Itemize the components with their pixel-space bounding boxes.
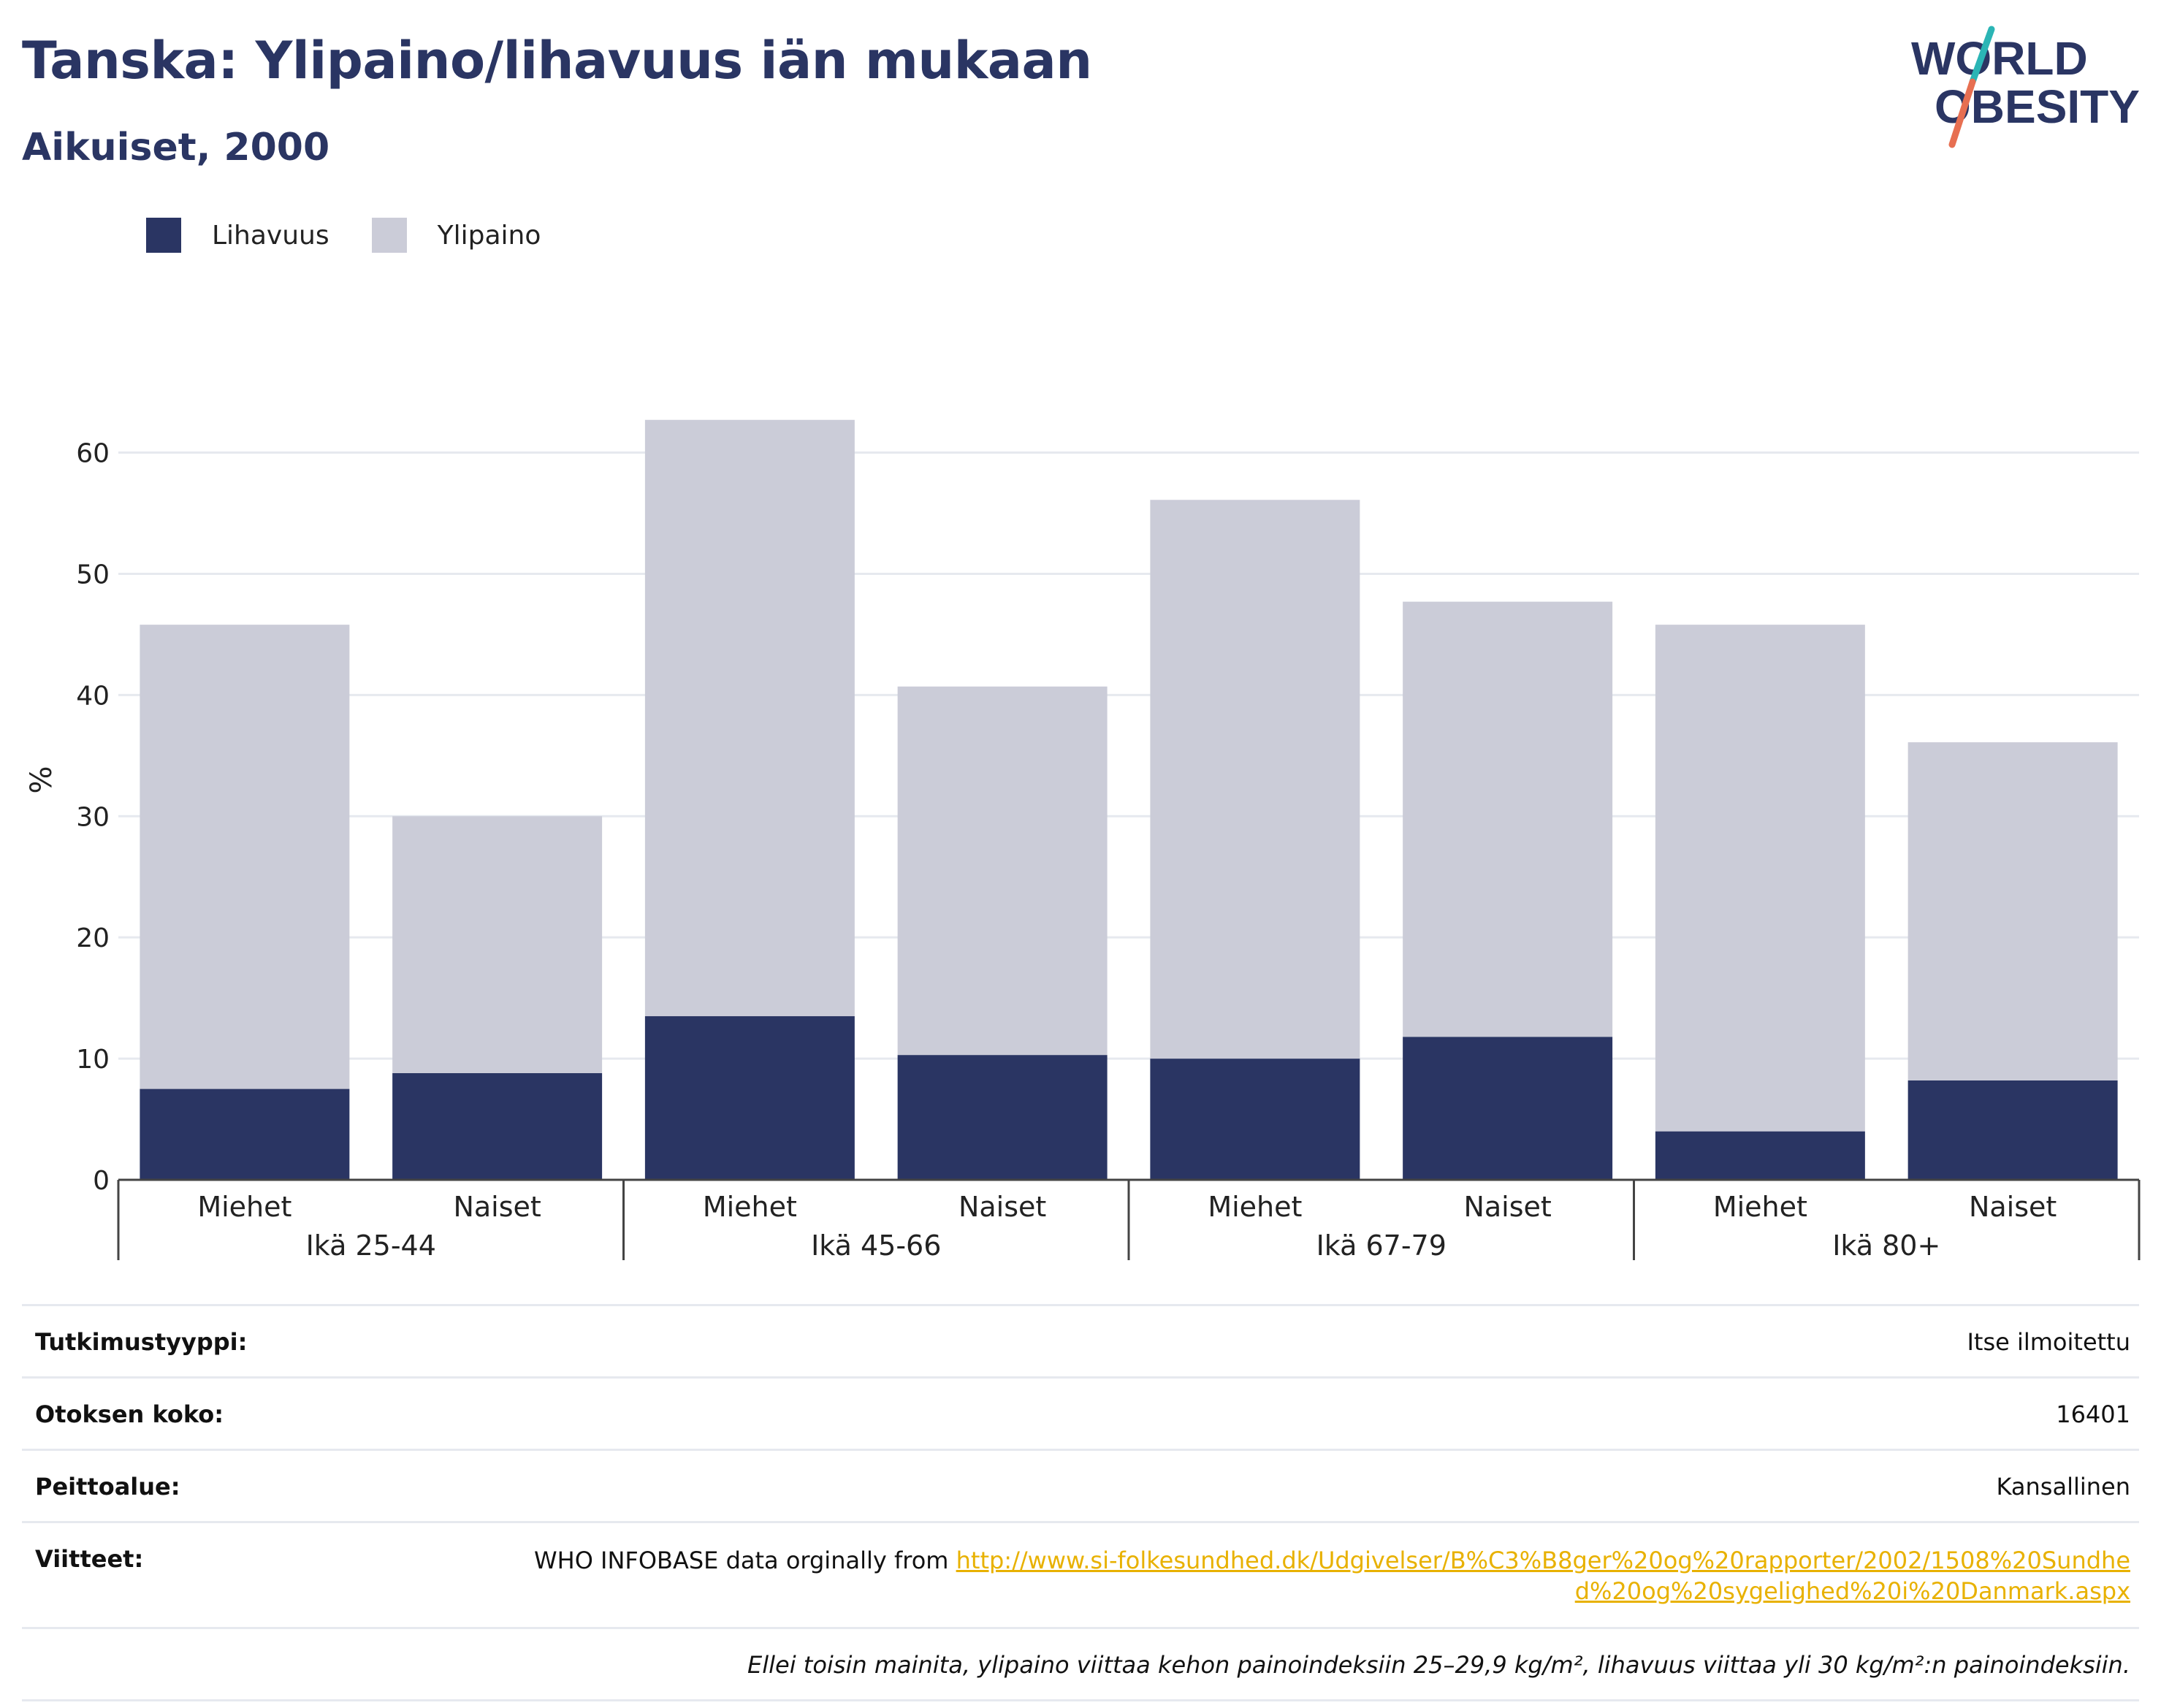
bar-obesity <box>1403 1037 1613 1180</box>
y-tick-label: 50 <box>76 560 110 590</box>
legend-label-overweight: Ylipaino <box>437 220 541 251</box>
chart-subtitle: Aikuiset, 2000 <box>22 126 330 169</box>
info-value-study-type: Itse ilmoitettu <box>1967 1328 2130 1356</box>
bar-obesity <box>392 1073 603 1180</box>
bar-obesity <box>1655 1131 1865 1180</box>
info-label-sample-size: Otoksen koko: <box>35 1400 224 1428</box>
info-label-coverage: Peittoalue: <box>35 1473 180 1501</box>
info-row-references: Viitteet: WHO INFOBASE data orginally fr… <box>22 1521 2139 1627</box>
legend-item-overweight[interactable]: Ylipaino <box>371 218 541 253</box>
bar-overweight <box>1150 500 1360 1059</box>
bar-obesity <box>140 1089 350 1180</box>
y-tick-label: 0 <box>93 1166 110 1196</box>
info-label-study-type: Tutkimustyyppi: <box>35 1328 248 1356</box>
x-tick-label: Naiset <box>453 1191 541 1223</box>
reference-link[interactable]: http://www.si-folkesundhed.dk/Udgivelser… <box>956 1547 2130 1605</box>
x-tick-label: Miehet <box>1713 1191 1807 1223</box>
chart-legend: Lihavuus Ylipaino <box>146 218 583 253</box>
x-group-label: Ikä 25-44 <box>306 1229 436 1262</box>
bar-overweight <box>140 625 350 1089</box>
legend-item-obesity[interactable]: Lihavuus <box>146 218 329 253</box>
bar-overweight <box>1907 742 2118 1080</box>
x-tick-label: Naiset <box>1463 1191 1551 1223</box>
y-tick-label: 40 <box>76 681 110 711</box>
info-row-sample-size: Otoksen koko: 16401 <box>22 1376 2139 1449</box>
bar-obesity <box>1150 1059 1360 1180</box>
study-info-table: Tutkimustyyppi: Itse ilmoitettu Otoksen … <box>22 1304 2139 1701</box>
y-tick-label: 20 <box>76 923 110 953</box>
chart-title: Tanska: Ylipaino/lihavuus iän mukaan <box>22 31 1092 91</box>
legend-label-obesity: Lihavuus <box>212 220 329 251</box>
x-tick-label: Miehet <box>1208 1191 1302 1223</box>
x-group-label: Ikä 67-79 <box>1316 1229 1447 1262</box>
x-group-label: Ikä 45-66 <box>811 1229 941 1262</box>
info-value-references: WHO INFOBASE data orginally from http://… <box>523 1545 2130 1606</box>
logo-slash-coral <box>1948 78 1976 148</box>
bmi-definition-note: Ellei toisin mainita, ylipaino viittaa k… <box>22 1627 2139 1701</box>
legend-swatch-obesity <box>146 218 181 253</box>
legend-swatch-overweight <box>371 218 407 253</box>
reference-text: WHO INFOBASE data orginally from <box>533 1547 956 1574</box>
x-tick-label: Naiset <box>958 1191 1046 1223</box>
bar-overweight <box>1403 601 1613 1037</box>
bar-chart: 0 10 20 30 40 50 60% Miehet Naiset Miehet Naiset Mi… <box>25 419 2141 1262</box>
x-tick-label: Naiset <box>1969 1191 2057 1223</box>
y-tick-label: 60 <box>76 439 110 469</box>
bar-obesity <box>1907 1080 2118 1180</box>
info-label-references: Viitteet: <box>35 1545 144 1573</box>
logo-word-world: WORLD <box>1911 32 2088 85</box>
world-obesity-logo: WORLD OBESITY <box>1911 26 2140 148</box>
logo-slash-teal <box>1969 26 1995 85</box>
info-row-coverage: Peittoalue: Kansallinen <box>22 1449 2139 1521</box>
x-tick-label: Miehet <box>703 1191 797 1223</box>
bar-overweight <box>392 816 603 1073</box>
bar-obesity <box>644 1016 855 1180</box>
y-axis-label: % <box>25 766 58 793</box>
info-value-coverage: Kansallinen <box>1996 1473 2130 1501</box>
y-tick-label: 10 <box>76 1045 110 1075</box>
bar-overweight <box>1655 625 1865 1132</box>
y-tick-label: 30 <box>76 802 110 832</box>
bar-overweight <box>644 419 855 1017</box>
x-group-label: Ikä 80+ <box>1832 1229 1940 1262</box>
bar-overweight <box>897 686 1108 1056</box>
x-tick-label: Miehet <box>197 1191 291 1223</box>
info-row-study-type: Tutkimustyyppi: Itse ilmoitettu <box>22 1304 2139 1376</box>
info-value-sample-size: 16401 <box>2056 1400 2130 1428</box>
bar-obesity <box>897 1055 1108 1180</box>
